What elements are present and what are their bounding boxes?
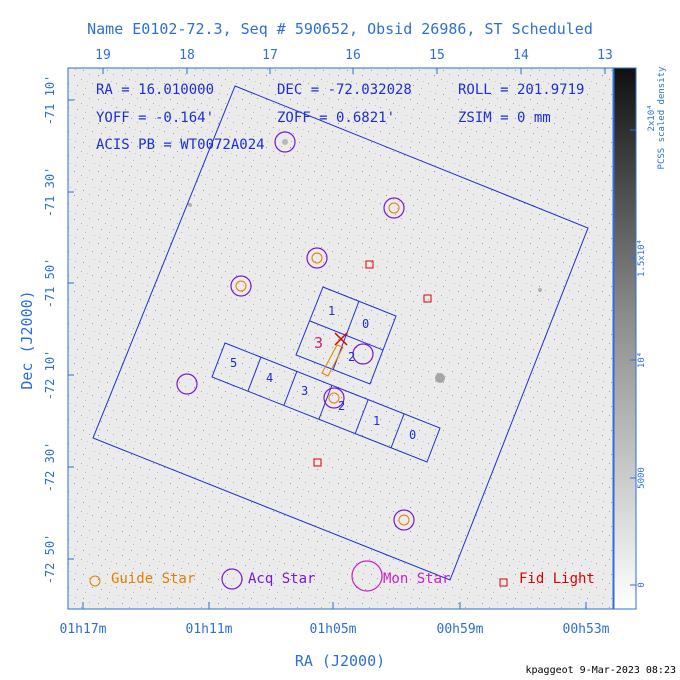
- top-tick-label: 17: [262, 48, 278, 63]
- colorbar-units-label: PCSS scaled density: [657, 66, 667, 170]
- y-axis-label: Dec (J2000): [18, 290, 36, 390]
- mon-star-legend-label: Mon Star: [383, 571, 451, 587]
- zsim-readout: ZSIM = 0 mm: [458, 110, 551, 126]
- top-tick-label: 19: [95, 48, 111, 63]
- faint-source: [188, 203, 192, 207]
- fid-lights: [313, 260, 432, 467]
- plot-frame: [67, 67, 614, 610]
- colorbar-tick-label: 10⁴: [637, 351, 647, 369]
- yoff-readout: YOFF = -0.164': [96, 110, 215, 126]
- fid-light-legend-icon: [499, 578, 508, 587]
- ra-tick-label: 01h17m: [59, 622, 107, 637]
- top-tick-label: 16: [345, 48, 361, 63]
- acq-star-legend-label: Acq Star: [248, 571, 316, 587]
- top-tick-label: 13: [597, 48, 613, 63]
- sim-offset-marker: [321, 344, 344, 377]
- colorbar-max-label: 2x10⁴: [647, 104, 657, 132]
- mon-star-legend-icon: [351, 560, 383, 592]
- dec-tick-label: -72 10': [43, 349, 57, 401]
- faint-source: [282, 139, 288, 145]
- ra-tick-label: 01h05m: [309, 622, 357, 637]
- top-tick-label: 14: [513, 48, 529, 63]
- chip-label: 1: [373, 414, 381, 428]
- colorbar-title: 2x10⁴ PCSS scaled density: [647, 67, 667, 170]
- chip-label: 2: [348, 350, 356, 364]
- ra-readout: RA = 16.010000: [96, 82, 215, 98]
- colorbar-tick-label: 0: [637, 582, 647, 588]
- ra-tick-label: 01h11m: [185, 622, 233, 637]
- sim-chip-label: 3: [314, 334, 324, 352]
- footer-timestamp: kpaggeot 9-Mar-2023 08:23: [525, 665, 676, 676]
- x-axis-label: RA (J2000): [294, 652, 386, 670]
- field-of-view: [92, 85, 589, 581]
- frame-ticks: [68, 68, 606, 609]
- guide-stars: [235, 202, 410, 526]
- page-title: Name E0102-72.3, Seq # 590652, Obsid 269…: [87, 20, 593, 38]
- colorbar: [613, 67, 637, 610]
- acis-readout: ACIS PB = WT0072A024: [96, 137, 265, 153]
- dec-tick-label: -71 10': [43, 74, 57, 126]
- dec-tick-label: -72 30': [43, 441, 57, 493]
- dec-tick-label: -71 30': [43, 166, 57, 218]
- chip-label: 3: [301, 384, 309, 398]
- colorbar-tick-label: 1.5x10⁴: [637, 239, 647, 277]
- chip-label: 1: [328, 304, 336, 318]
- chip-label: 2: [338, 399, 346, 413]
- fid-light-legend-label: Fid Light: [519, 571, 595, 587]
- chip-label: 0: [362, 317, 370, 331]
- dec-readout: DEC = -72.032028: [277, 82, 412, 98]
- chip-label: 4: [266, 371, 274, 385]
- chip-array-row: [211, 342, 441, 463]
- guide-star-legend-label: Guide Star: [111, 571, 196, 587]
- ra-tick-label: 00h53m: [562, 622, 610, 637]
- ra-tick-label: 00h59m: [436, 622, 484, 637]
- chip-label: 0: [409, 428, 417, 442]
- roll-readout: ROLL = 201.9719: [458, 82, 585, 98]
- acq-star-legend-icon: [221, 568, 243, 590]
- colorbar-tick-label: 5000: [637, 467, 647, 489]
- top-tick-label: 18: [179, 48, 195, 63]
- colorbar-ticks: [630, 129, 636, 586]
- acq-stars: [176, 131, 415, 531]
- guide-star-legend-icon: [89, 575, 101, 587]
- chip-label: 5: [230, 356, 238, 370]
- aimpoint-marker: [334, 332, 348, 346]
- dec-tick-label: -71 50': [43, 257, 57, 309]
- faint-source: [538, 288, 542, 292]
- zoff-readout: ZOFF = 0.6821': [277, 110, 396, 126]
- dec-tick-label: -72 50': [43, 533, 57, 585]
- faint-source: [435, 373, 445, 383]
- top-tick-label: 15: [429, 48, 445, 63]
